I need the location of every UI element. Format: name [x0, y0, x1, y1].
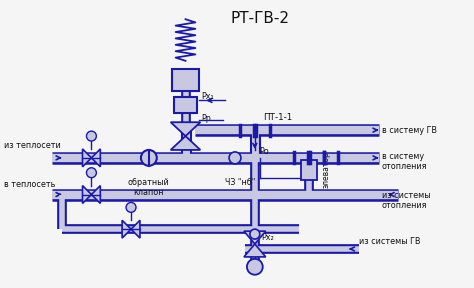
Text: ПТ-1-1: ПТ-1-1: [263, 113, 292, 122]
Circle shape: [229, 152, 241, 164]
Text: Ро: Ро: [259, 147, 269, 156]
Polygon shape: [91, 185, 100, 203]
Polygon shape: [82, 185, 91, 203]
Polygon shape: [171, 136, 201, 150]
Text: Рх₂: Рх₂: [261, 233, 273, 242]
Polygon shape: [244, 244, 266, 257]
Polygon shape: [131, 220, 140, 238]
FancyBboxPatch shape: [301, 160, 317, 180]
Polygon shape: [122, 220, 131, 238]
Text: РТ-ГВ-2: РТ-ГВ-2: [231, 11, 290, 26]
Text: Рр: Рр: [201, 114, 211, 123]
Text: в теплосеть: в теплосеть: [4, 179, 55, 189]
Polygon shape: [82, 149, 91, 167]
Circle shape: [250, 229, 260, 239]
Polygon shape: [91, 149, 100, 167]
Text: из системы ГВ: из системы ГВ: [359, 236, 420, 246]
Text: из системы
отопления: из системы отопления: [382, 191, 430, 210]
Text: в систему ГВ: в систему ГВ: [382, 126, 437, 135]
FancyBboxPatch shape: [172, 69, 200, 90]
Circle shape: [247, 259, 263, 275]
Text: из теплосети: из теплосети: [4, 141, 61, 150]
Circle shape: [86, 131, 96, 141]
FancyBboxPatch shape: [173, 97, 197, 113]
Circle shape: [141, 150, 157, 166]
Text: ЧЗ "нб": ЧЗ "нб": [225, 178, 255, 187]
Text: в систему
отопления: в систему отопления: [382, 152, 427, 171]
Polygon shape: [171, 122, 201, 136]
Text: элеватор: элеватор: [321, 151, 330, 188]
Circle shape: [86, 168, 96, 178]
Polygon shape: [244, 231, 266, 244]
Text: Рх₁: Рх₁: [201, 92, 214, 101]
Text: обратный
клапон: обратный клапон: [128, 178, 170, 197]
Circle shape: [126, 202, 136, 212]
